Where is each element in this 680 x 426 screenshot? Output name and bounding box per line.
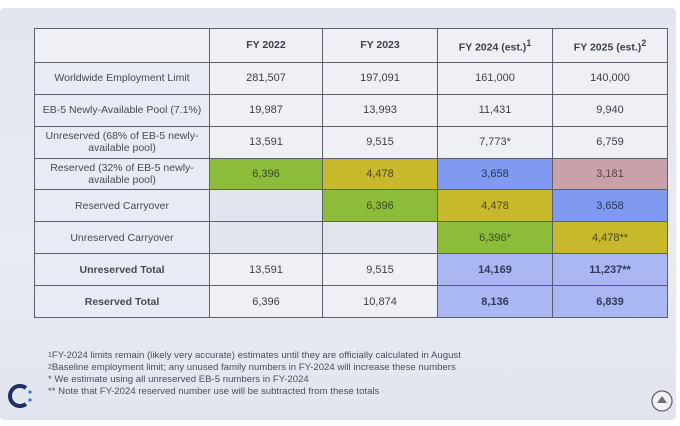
header-blank	[34, 28, 210, 63]
seal-emblem-icon	[651, 390, 673, 412]
row-label: Worldwide Employment Limit	[34, 61, 210, 95]
table-cell: 9,515	[322, 253, 438, 287]
table-cell: 197,091	[322, 61, 438, 95]
table-cell: 161,000	[437, 61, 553, 95]
table-cell: 4,478	[322, 157, 438, 191]
table-cell: 3,658	[437, 157, 553, 191]
row-label: Reserved Carryover	[34, 189, 210, 223]
header-fy2025: FY 2025 (est.)2	[552, 28, 668, 63]
row-label: EB-5 Newly-Available Pool (7.1%)	[34, 93, 210, 127]
table-cell: 13,591	[209, 125, 323, 159]
row-label: Reserved Total	[34, 285, 210, 318]
table-row: EB-5 Newly-Available Pool (7.1%) 19,987 …	[34, 93, 668, 127]
table-row: Reserved Total 6,396 10,874 8,136 6,839	[34, 285, 668, 318]
table-cell: 140,000	[552, 61, 668, 95]
row-label: Reserved (32% of EB-5 newly-available po…	[34, 157, 210, 191]
row-label: Unreserved Total	[34, 253, 210, 287]
table-cell: 6,396	[209, 157, 323, 191]
table-cell: 13,591	[209, 253, 323, 287]
table-cell: 6,396	[209, 285, 323, 318]
table-cell: 6,396*	[437, 221, 553, 255]
footnote: 1FY-2024 limits remain (likely very accu…	[48, 350, 461, 361]
table-cell: 11,237**	[552, 253, 668, 287]
row-label: Unreserved (68% of EB-5 newly-available …	[34, 125, 210, 159]
table-cell: 3,181	[552, 157, 668, 191]
footnote: ** Note that FY-2024 reserved number use…	[48, 386, 380, 397]
table-header-row: FY 2022 FY 2023 FY 2024 (est.)1 FY 2025 …	[34, 28, 668, 63]
header-fy2022: FY 2022	[209, 28, 323, 63]
table-cell: 19,987	[209, 93, 323, 127]
row-label: Unreserved Carryover	[34, 221, 210, 255]
table-cell: 6,396	[322, 189, 438, 223]
table-row: Reserved (32% of EB-5 newly-available po…	[34, 157, 668, 191]
table-cell: 13,993	[322, 93, 438, 127]
table-cell: 10,874	[322, 285, 438, 318]
table-cell: 11,431	[437, 93, 553, 127]
table-cell: 14,169	[437, 253, 553, 287]
table-cell: 9,515	[322, 125, 438, 159]
table-cell: 281,507	[209, 61, 323, 95]
table-row: Unreserved (68% of EB-5 newly-available …	[34, 125, 668, 159]
company-logo-icon	[8, 384, 32, 408]
table-cell: 8,136	[437, 285, 553, 318]
table-row: Unreserved Total 13,591 9,515 14,169 11,…	[34, 253, 668, 287]
table-cell: 9,940	[552, 93, 668, 127]
table-row: Reserved Carryover 6,396 4,478 3,658	[34, 189, 668, 223]
table-row: Worldwide Employment Limit 281,507 197,0…	[34, 61, 668, 95]
footnote: 2Baseline employment limit; any unused f…	[48, 362, 456, 373]
footnote: * We estimate using all unreserved EB-5 …	[48, 374, 309, 385]
table-row: Unreserved Carryover 6,396* 4,478**	[34, 221, 668, 255]
table-cell	[322, 221, 438, 255]
eb5-visa-table: FY 2022 FY 2023 FY 2024 (est.)1 FY 2025 …	[34, 28, 668, 318]
footnotes: 1FY-2024 limits remain (likely very accu…	[48, 350, 648, 398]
table-cell: 7,773*	[437, 125, 553, 159]
table-cell: 4,478**	[552, 221, 668, 255]
table-cell	[209, 221, 323, 255]
table-cell: 4,478	[437, 189, 553, 223]
header-fy2023: FY 2023	[322, 28, 438, 63]
table-cell	[209, 189, 323, 223]
table-cell: 3,658	[552, 189, 668, 223]
table-cell: 6,839	[552, 285, 668, 318]
table-cell: 6,759	[552, 125, 668, 159]
header-fy2024: FY 2024 (est.)1	[437, 28, 553, 63]
